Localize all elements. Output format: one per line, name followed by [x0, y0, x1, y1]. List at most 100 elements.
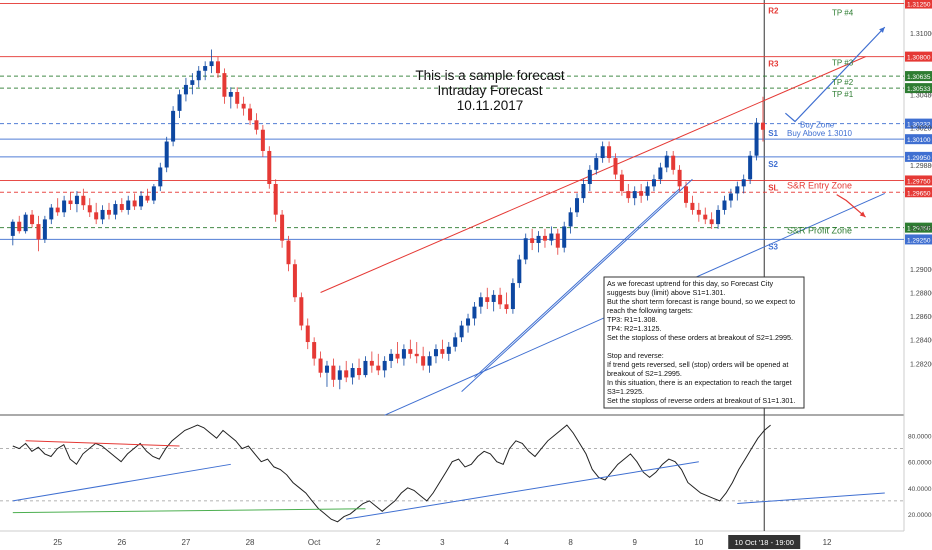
candle-body [754, 122, 759, 156]
candle-body [171, 110, 176, 142]
candle-body [190, 80, 195, 85]
level-name-label: SL [768, 183, 778, 192]
arrow-head [879, 27, 885, 33]
candle-body [241, 103, 246, 109]
candle-body [421, 356, 426, 366]
level-price-tag [905, 71, 932, 82]
candle-body [703, 214, 708, 220]
candle-body [613, 158, 618, 175]
candle-body [106, 209, 111, 215]
arrow-head [859, 211, 866, 218]
level-name-label: R2 [768, 7, 779, 16]
level-price-tag [905, 222, 932, 233]
candle-body [478, 297, 483, 307]
candle-body [183, 84, 188, 95]
time-tick-label: 2 [376, 538, 381, 547]
annotation-line: Set the stoploss of these orders at brea… [607, 333, 793, 342]
candle-body [132, 200, 137, 207]
time-tick-label: 9 [632, 538, 637, 547]
price-tick-label: 1.28200 [910, 361, 932, 368]
time-tick-label: 26 [117, 538, 126, 547]
candle-body [113, 204, 118, 215]
candle-body [305, 325, 310, 343]
candle-body [684, 186, 689, 203]
candle-body [145, 195, 150, 201]
level-price-label: 1.29350 [907, 226, 931, 233]
candle-body [741, 179, 746, 187]
candle-body [760, 122, 765, 130]
annotation-line: Stop and reverse: [607, 351, 664, 360]
candle-body [267, 150, 272, 184]
trendline [320, 56, 866, 293]
candle-body [177, 94, 182, 111]
candle-body [74, 195, 79, 205]
oscillator-trendline [346, 461, 699, 520]
level-price-label: 1.30100 [907, 137, 931, 144]
candle-body [658, 167, 663, 180]
candle-body [369, 360, 374, 366]
candle-body [17, 221, 22, 232]
candle-body [196, 70, 201, 81]
price-tick-label: 1.30200 [910, 125, 932, 132]
price-tick-label: 1.29880 [910, 163, 932, 170]
candle-body [312, 342, 317, 359]
candle-body [408, 349, 413, 354]
time-tick-label: 8 [568, 538, 573, 547]
candle-body [68, 200, 73, 205]
candle-body [523, 238, 528, 260]
candle-body [139, 195, 144, 207]
price-tick-label: 1.28600 [910, 314, 932, 321]
time-tick-label: 28 [246, 538, 255, 547]
candle-body [549, 233, 554, 241]
candle-body [331, 365, 336, 380]
oscillator-tick-label: 40.0000 [908, 486, 932, 493]
title-line: Intraday Forecast [437, 83, 542, 98]
oscillator-trendline [12, 508, 366, 514]
candle-body [498, 294, 503, 305]
candle-body [690, 202, 695, 210]
candle-body [536, 235, 541, 243]
title-line: 10.11.2017 [457, 98, 524, 113]
candle-body [151, 186, 156, 201]
candle-body [158, 167, 163, 187]
price-tick-label: 1.31000 [910, 31, 932, 38]
candle-body [619, 174, 624, 192]
candle-body [433, 349, 438, 357]
time-tick-label: 12 [823, 538, 832, 547]
candle-body [260, 129, 265, 151]
axes: 1.31000 1.30480 1.30200 1.29880 1.29350 1.290… [53, 31, 932, 549]
candle-body [62, 200, 67, 213]
candle-body [87, 205, 92, 213]
oscillator-tick-label: 80.0000 [908, 434, 932, 441]
candle-body [491, 294, 496, 302]
level-lines: 1.31250 1.30800 1.30635 1.30533 1.30232 1.301… [0, 0, 932, 245]
candle-body [632, 191, 637, 199]
entry-zone-label: S&R Entry Zone [787, 181, 852, 191]
candle-body [280, 214, 285, 241]
candle-body [318, 358, 323, 373]
price-tick-label: 1.30480 [910, 92, 932, 99]
annotation-line: suggests buy (limit) above S1=1.301. [607, 288, 725, 297]
candle-body [292, 264, 297, 298]
candle-body [446, 346, 451, 354]
candle-body [203, 66, 208, 71]
forecast-arrow [784, 26, 886, 123]
level-price-label: 1.30232 [907, 122, 931, 129]
candle-body [568, 212, 573, 227]
candle-body [414, 353, 419, 357]
oscillator-panel: 80.0000 60.0000 40.0000 20.0000 [0, 424, 932, 523]
level-price-label: 1.29250 [907, 237, 931, 244]
candle-body [401, 349, 406, 359]
level-price-tag [905, 234, 932, 245]
annotation-line: In this situation, there is an expectati… [607, 378, 792, 387]
candle-body [357, 368, 362, 376]
annotation-line: TP4: R2=1.3125. [607, 324, 662, 333]
candle-body [472, 306, 477, 319]
time-tick-label: 27 [181, 538, 190, 547]
candle-body [459, 325, 464, 338]
candle-body [215, 61, 220, 74]
level-price-label: 1.30533 [907, 86, 931, 93]
profit-zone-label: S&R Profit Zone [787, 226, 852, 236]
candle-body [119, 204, 124, 210]
